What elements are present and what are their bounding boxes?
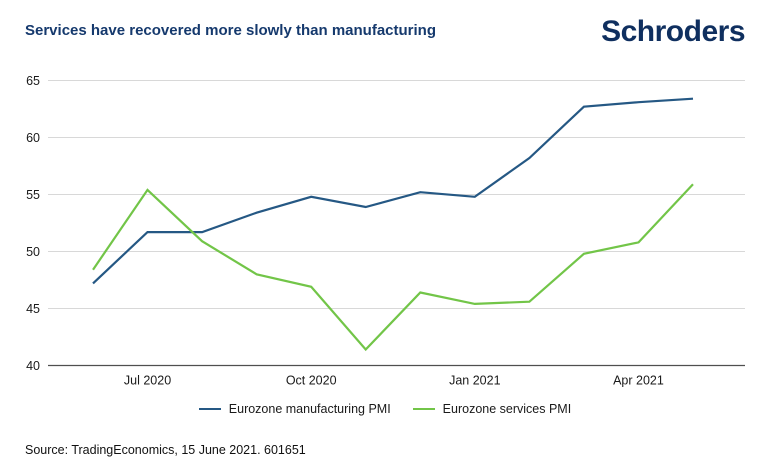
x-tick-label: Oct 2020 xyxy=(286,374,337,388)
pmi-chart: 40 45 50 55 60 65 Jul 2020 Oct 2020 Jan 2021 Apr … xyxy=(0,60,770,395)
manufacturing-line xyxy=(92,97,694,285)
y-tick-label: 40 xyxy=(26,359,40,373)
page-title: Services have recovered more slowly than… xyxy=(25,22,436,39)
y-tick-label: 45 xyxy=(26,302,40,316)
chart-legend: Eurozone manufacturing PMI Eurozone serv… xyxy=(0,402,770,416)
legend-item-services: Eurozone services PMI xyxy=(412,402,572,416)
legend-item-manufacturing: Eurozone manufacturing PMI xyxy=(198,402,391,416)
services-line xyxy=(92,183,694,352)
manufacturing-line-swatch xyxy=(198,407,221,411)
x-tick-label: Apr 2021 xyxy=(613,374,664,388)
y-tick-label: 65 xyxy=(26,74,40,88)
y-tick-label: 50 xyxy=(26,245,40,259)
pmi-chart-svg: 40 45 50 55 60 65 Jul 2020 Oct 2020 Jan 2021 Apr … xyxy=(26,74,745,388)
x-tick-label: Jan 2021 xyxy=(449,374,500,388)
legend-label-services: Eurozone services PMI xyxy=(442,402,572,416)
source-note: Source: TradingEconomics, 15 June 2021. … xyxy=(25,443,306,457)
schroders-logo: Schroders xyxy=(601,15,745,48)
y-tick-label: 55 xyxy=(26,188,40,202)
legend-label-manufacturing: Eurozone manufacturing PMI xyxy=(228,402,391,416)
y-tick-label: 60 xyxy=(26,131,40,145)
x-tick-label: Jul 2020 xyxy=(124,374,171,388)
services-line-swatch xyxy=(412,407,435,411)
